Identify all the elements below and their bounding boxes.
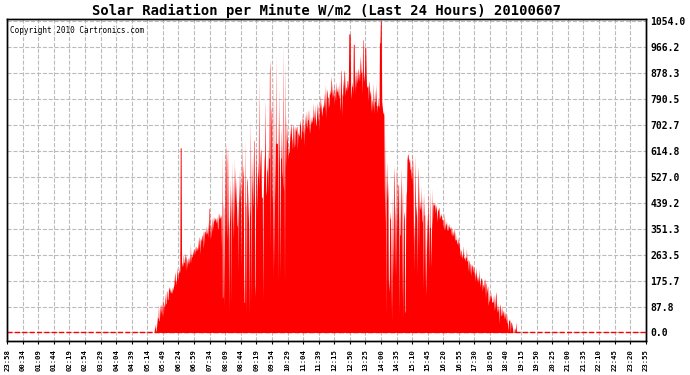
- Text: Copyright 2010 Cartronics.com: Copyright 2010 Cartronics.com: [10, 26, 144, 35]
- Title: Solar Radiation per Minute W/m2 (Last 24 Hours) 20100607: Solar Radiation per Minute W/m2 (Last 24…: [92, 4, 561, 18]
